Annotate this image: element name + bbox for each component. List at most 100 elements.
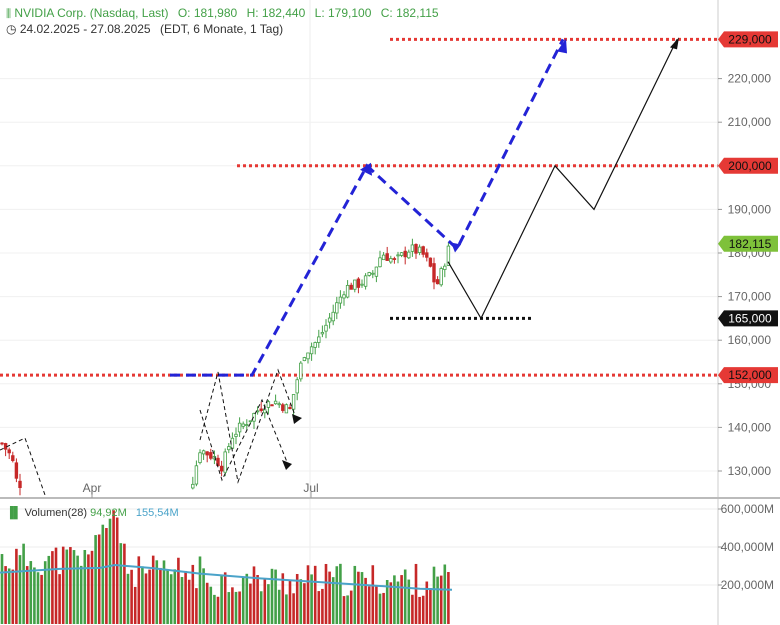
chart-type-icon: ⫼ [6,8,12,20]
volume-bar [202,568,205,624]
candle-body [338,296,343,304]
volume-bar [443,564,447,624]
volume-bar [299,579,303,624]
volume-bar [288,580,292,624]
volume-bar [112,510,115,624]
candle-body [245,424,249,426]
candle-body [295,379,299,394]
volume-bar [367,586,371,624]
candle-body [446,245,451,266]
candle-body [342,294,346,299]
zigzag-left [0,437,46,496]
volume-bar [425,581,429,624]
candle-body [209,452,213,459]
projection-paths [0,37,679,496]
volume-bar [421,595,425,624]
volume-bar [155,560,159,624]
candle-body [259,408,263,411]
blue-projection-line [170,38,565,377]
level-label: 165,000 [728,311,772,325]
volume-bar [241,576,245,624]
volume-bar [231,587,234,624]
candle-body [266,401,271,408]
volume-bar [162,560,166,624]
volume-bar [148,569,151,624]
level-tag [718,367,778,384]
volume-bar [33,567,36,624]
volume-bar [432,566,436,624]
volume-bar [238,591,241,624]
candle-body [223,451,227,473]
volume-bar [411,594,414,624]
volume-bar [15,548,18,624]
volume-ma-line [0,564,453,591]
blue-arrowhead [360,162,372,176]
candle-body [374,266,379,277]
volume-bar [346,595,349,624]
volume-bar [141,566,144,624]
volume-value: 94,92M [90,507,127,519]
candle-body [299,362,303,380]
volume-bar [83,549,87,624]
candle-body [435,279,440,285]
volume-bar [54,547,58,624]
volume-bar [310,574,313,624]
volume-bar [245,573,249,624]
black-projection-line [447,39,678,320]
price-tick-label: 190,000 [728,202,772,216]
candle-body [227,446,231,451]
candle-body [439,268,443,286]
price-tick-label: 210,000 [728,115,772,129]
volume-icon: ▐▌ [6,507,22,519]
candle-body [371,272,375,275]
volume-bar [331,577,335,624]
clock-icon: ◷ [6,22,17,36]
candle-body [273,400,278,405]
candle-body [331,311,335,322]
open-value: 181,980 [193,6,238,20]
volume-tick-label: 200,000M [721,578,774,592]
candle-body [0,442,4,445]
volume-bar [439,575,443,624]
volume-bar [382,592,385,624]
volume-bar [216,596,220,624]
volume-bar [277,589,281,624]
date-range: 24.02.2025 - 27.08.2025 [19,22,151,36]
candle-body [252,412,256,422]
candle-body [284,404,289,414]
volume-bar [94,535,97,624]
volume-bar [324,563,328,624]
candle-body [345,284,350,298]
volume-bar [249,583,252,624]
candle-body [317,336,321,343]
instrument-title: NVIDIA Corp. (Nasdaq, Last) [14,6,169,20]
volume-label: Volumen(28) [24,507,88,519]
volume-bar [335,566,339,624]
volume-bar [303,583,306,624]
volume-bar [436,576,439,624]
volume-bar [256,575,259,624]
price-tick-label: 160,000 [728,333,772,347]
volume-bar [313,565,317,624]
candle-body [302,357,307,362]
volume-bar [205,582,209,624]
volume-bar [61,546,65,624]
candle-body [205,451,209,456]
volume-bar [227,592,231,624]
candle-body [367,272,371,276]
level-label: 229,000 [728,32,772,46]
high-value: 182,440 [261,6,306,20]
volume-bar [180,577,184,624]
volume-bar [69,547,72,624]
volume-bar [321,588,324,624]
volume-bar [173,569,177,624]
candle-body [18,480,22,489]
volume-bar [177,557,180,624]
price-tick-label: 130,000 [728,464,772,478]
volume-bar [123,543,126,624]
volume-bar [371,565,375,624]
volume-bar [184,570,187,624]
volume-bar [4,566,7,624]
volume-bar [364,577,367,624]
